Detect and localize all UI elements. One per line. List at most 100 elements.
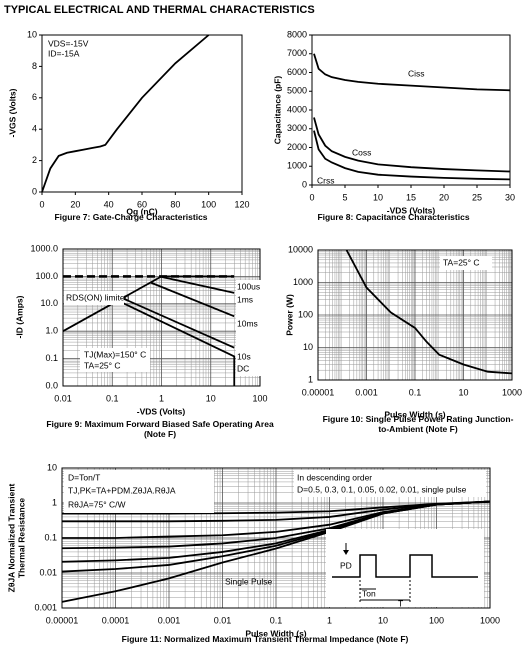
y-tick-label: 7000 bbox=[287, 48, 307, 58]
figure-caption: Figure 11: Normalized Maximum Transient … bbox=[121, 634, 409, 644]
x-tick-label: 5 bbox=[342, 192, 347, 202]
series-line bbox=[159, 275, 235, 294]
series-label: 10s bbox=[237, 351, 251, 361]
series-line bbox=[313, 53, 511, 92]
series-line bbox=[313, 130, 511, 181]
series-line bbox=[345, 249, 513, 375]
x-axis-label: Qg (nC) bbox=[126, 206, 157, 216]
annotation: RθJA=75° C/W bbox=[68, 499, 126, 509]
annotation: ID=-15A bbox=[48, 48, 80, 58]
y-tick-label: 10000 bbox=[288, 244, 313, 254]
y-axis-label: -VGS (Volts) bbox=[7, 88, 17, 137]
figure-caption: Figure 7: Gate-Charge Characteristics bbox=[54, 212, 208, 222]
x-tick-label: 1000 bbox=[502, 387, 522, 397]
x-tick-label: 1 bbox=[327, 615, 332, 625]
y-tick-label: 1 bbox=[308, 374, 313, 384]
label-box bbox=[64, 291, 124, 305]
annotation: VDS=-15V bbox=[48, 38, 89, 48]
annotation: TJ(Max)=150° C bbox=[84, 349, 146, 359]
x-tick-label: 0.00001 bbox=[302, 387, 335, 397]
figure-caption: Figure 9: Maximum Forward Biased Safe Op… bbox=[46, 419, 274, 439]
y-tick-label: 0 bbox=[32, 186, 37, 196]
x-tick-label: 1 bbox=[159, 393, 164, 403]
x-tick-label: 10 bbox=[373, 192, 383, 202]
y-axis-label: -ID (Amps) bbox=[14, 295, 24, 338]
annotation: D=0.5, 0.3, 0.1, 0.05, 0.02, 0.01, singl… bbox=[297, 484, 467, 494]
y-tick-label: 1000.0 bbox=[30, 243, 58, 253]
x-tick-label: 60 bbox=[137, 199, 147, 209]
x-axis-label: -VDS (Volts) bbox=[137, 406, 186, 416]
x-tick-label: 30 bbox=[505, 192, 515, 202]
x-tick-label: 100 bbox=[429, 615, 444, 625]
x-tick-label: 0.1 bbox=[270, 615, 283, 625]
y-tick-label: 3000 bbox=[287, 123, 307, 133]
series-label: DC bbox=[237, 363, 249, 373]
annotation: TJ,PK=TA+PDM.ZθJA.RθJA bbox=[68, 485, 176, 495]
label-box bbox=[236, 280, 262, 376]
figure-caption: Figure 10: Single Pulse Power Rating Jun… bbox=[322, 414, 514, 434]
x-tick-label: 10 bbox=[206, 393, 216, 403]
arrow-head bbox=[343, 550, 349, 555]
x-axis-label: Pulse Width (s) bbox=[384, 409, 445, 419]
series-line bbox=[61, 500, 491, 603]
series-label: 100us bbox=[237, 281, 260, 291]
x-tick-label: 0.01 bbox=[214, 615, 232, 625]
series-label: 1ms bbox=[237, 294, 253, 304]
y-tick-label: 1 bbox=[52, 497, 57, 507]
x-tick-label: 100 bbox=[252, 393, 267, 403]
inset-label: T bbox=[398, 598, 403, 608]
y-axis-label: Thermal Resistance bbox=[16, 498, 26, 579]
y-tick-label: 6 bbox=[32, 92, 37, 102]
series-line bbox=[115, 298, 236, 386]
x-tick-label: 1000 bbox=[480, 615, 500, 625]
y-tick-label: 2000 bbox=[287, 142, 307, 152]
annotation: TA=25° C bbox=[84, 360, 121, 370]
x-tick-label: 0 bbox=[309, 192, 314, 202]
y-tick-label: 4 bbox=[32, 124, 37, 134]
y-axis-label: ZθJA Normalized Transient bbox=[6, 484, 16, 593]
label-box bbox=[80, 348, 150, 372]
x-tick-label: 0.001 bbox=[355, 387, 378, 397]
y-tick-label: 0.1 bbox=[44, 532, 57, 542]
x-tick-label: 0 bbox=[39, 199, 44, 209]
series-label: Single Pulse bbox=[225, 576, 273, 586]
x-axis-label: Pulse Width (s) bbox=[245, 628, 306, 638]
inset-label: PD bbox=[340, 560, 352, 570]
label-box bbox=[64, 470, 214, 513]
y-tick-label: 6000 bbox=[287, 67, 307, 77]
x-tick-label: 25 bbox=[472, 192, 482, 202]
series-line bbox=[41, 34, 210, 193]
x-tick-label: 80 bbox=[170, 199, 180, 209]
y-tick-label: 0.0 bbox=[45, 380, 58, 390]
y-tick-label: 1000 bbox=[293, 277, 313, 287]
y-tick-label: 2 bbox=[32, 155, 37, 165]
x-tick-label: 20 bbox=[70, 199, 80, 209]
inset-label: Ton bbox=[362, 588, 376, 598]
series-line bbox=[313, 117, 511, 173]
plot-frame bbox=[311, 34, 511, 186]
x-tick-label: 20 bbox=[439, 192, 449, 202]
series-label: RDS(ON) limited bbox=[66, 292, 130, 302]
plot-frame bbox=[317, 249, 513, 381]
series-label: Crss bbox=[317, 175, 334, 185]
x-tick-label: 10 bbox=[378, 615, 388, 625]
x-tick-label: 0.0001 bbox=[102, 615, 130, 625]
x-tick-label: 0.001 bbox=[158, 615, 181, 625]
y-tick-label: 0.001 bbox=[34, 602, 57, 612]
x-tick-label: 0.01 bbox=[54, 393, 72, 403]
pulse-wave bbox=[332, 554, 478, 578]
series-line bbox=[120, 296, 235, 349]
x-tick-label: 0.1 bbox=[409, 387, 422, 397]
x-tick-label: 10 bbox=[458, 387, 468, 397]
annotation: TA=25° C bbox=[443, 257, 480, 267]
y-tick-label: 1.0 bbox=[45, 326, 58, 336]
plot-frame bbox=[41, 34, 243, 193]
series-line bbox=[62, 500, 491, 515]
x-tick-label: 120 bbox=[234, 199, 249, 209]
y-tick-label: 8 bbox=[32, 61, 37, 71]
label-box bbox=[440, 256, 492, 270]
y-tick-label: 4000 bbox=[287, 104, 307, 114]
y-tick-label: 100.0 bbox=[35, 271, 58, 281]
